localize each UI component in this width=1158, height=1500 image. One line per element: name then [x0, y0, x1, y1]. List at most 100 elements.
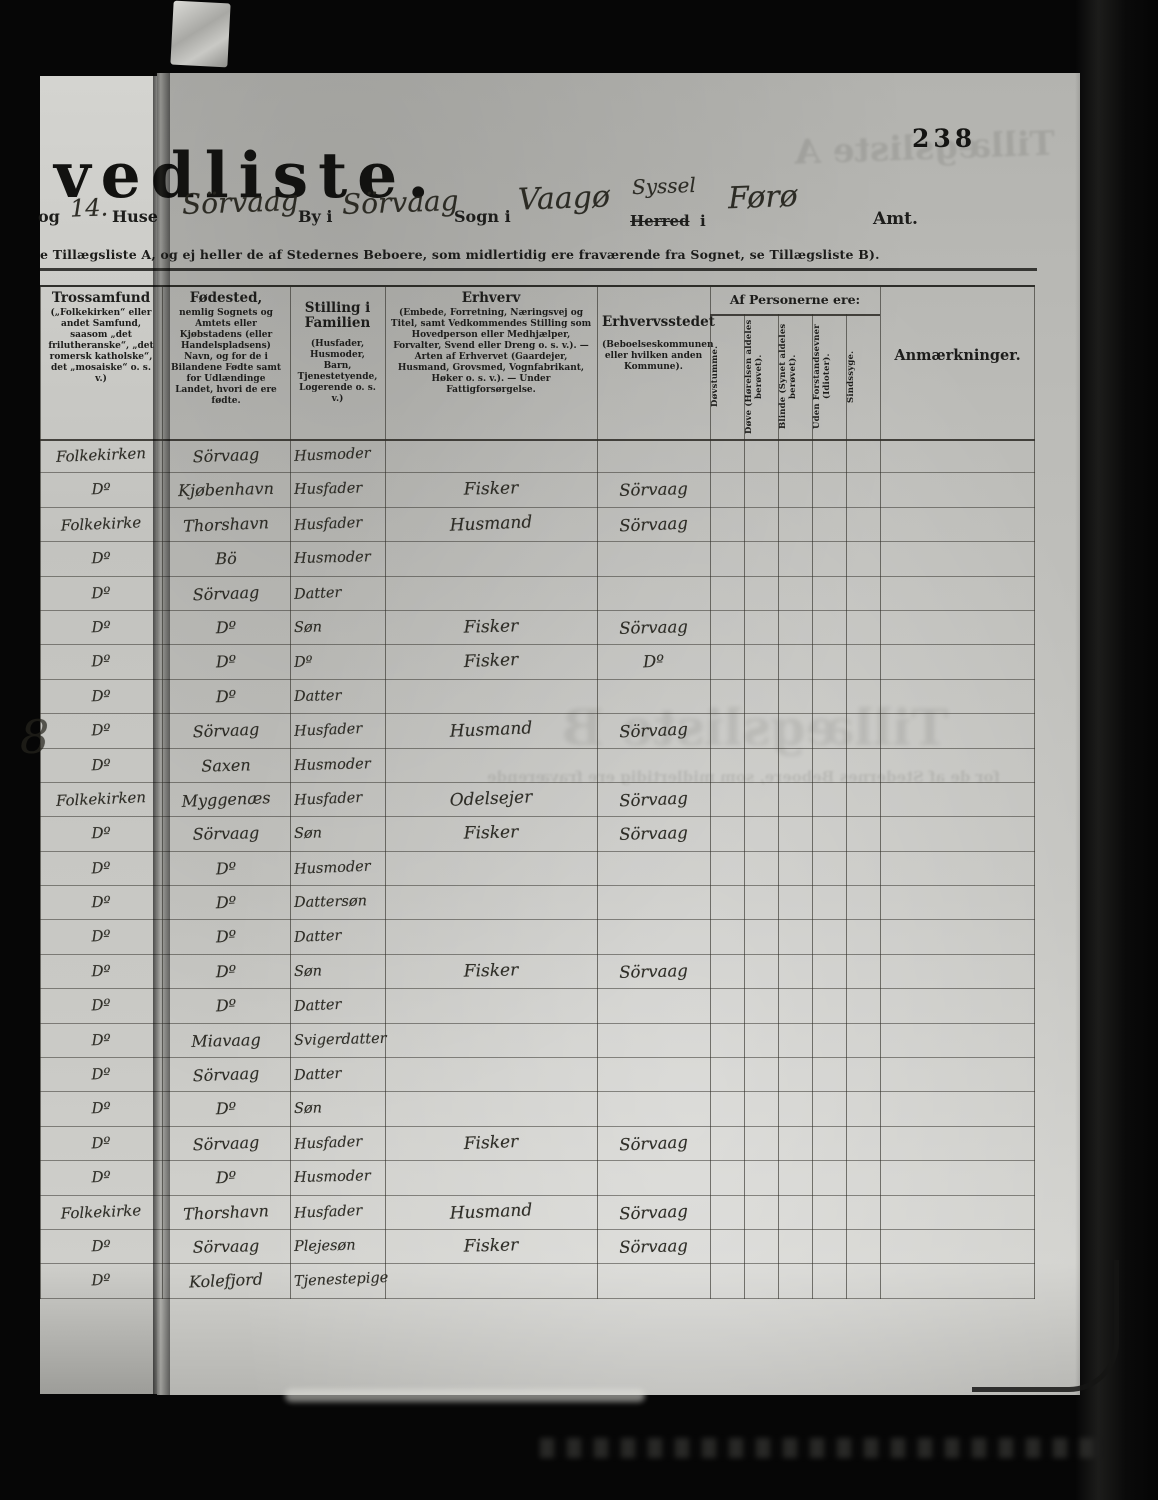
- column-subtitle: nemlig Sognets og Amtets eller Kjøbstade…: [170, 308, 282, 406]
- book-binding-shadow: [1075, 0, 1158, 1500]
- cell-erhverv: [384, 1054, 597, 1095]
- header-prefix: og: [38, 207, 60, 226]
- cell-erhvervssted: [597, 541, 711, 576]
- cell-erhvervssted: [596, 1056, 710, 1093]
- cell-fodested: Dº: [215, 1098, 237, 1119]
- table-grid-line: [744, 314, 745, 1299]
- cell-erhverv: Fisker: [463, 616, 519, 638]
- cell-stilling: Søn: [293, 619, 323, 637]
- column-header-anmaerkninger: Anmærkninger.: [894, 347, 1021, 364]
- census-table: Trossamfund („Folkekirken“ eller andet S…: [40, 285, 1035, 1299]
- cell-erhverv: Husmand: [449, 718, 533, 742]
- cell-erhvervssted: [596, 1262, 710, 1299]
- table-row: Dº Kjøbenhavn Husfader Fisker Sörvaag: [40, 473, 1035, 508]
- cell-erhvervssted: [597, 747, 711, 782]
- cell-fodested: Sörvaag: [192, 1235, 260, 1257]
- cell-erhverv: [384, 1260, 597, 1301]
- huse-label: Huse: [112, 207, 158, 226]
- table-row: Dº Dº Datter: [40, 920, 1035, 955]
- cell-trossamfund: Dº: [91, 892, 111, 912]
- cell-erhvervssted: [596, 849, 710, 886]
- table-grid-line: [880, 287, 881, 1299]
- cell-erhvervssted: [597, 1022, 711, 1057]
- cell-erhvervssted: Sörvaag: [618, 1200, 689, 1223]
- cell-erhverv: [385, 1159, 598, 1196]
- table-row: Dº Sörvaag Datter: [40, 577, 1035, 611]
- syssel-overwrite-handwritten: Syssel: [631, 172, 697, 200]
- cell-erhvervssted: [597, 1091, 711, 1126]
- table-row: Dº Dº Søn: [40, 1090, 1035, 1127]
- table-row: Dº Dº Søn Fisker Sörvaag: [40, 611, 1035, 646]
- table-row: Dº Sörvaag Husfader Fisker Sörvaag: [40, 1127, 1035, 1162]
- cell-stilling: Datter: [293, 584, 342, 603]
- column-subtitle: („Folkekirken“ eller andet Samfund, saas…: [48, 308, 154, 384]
- table-row: Dº Saxen Husmoder: [40, 749, 1035, 783]
- table-grid-line: [385, 287, 386, 1299]
- group-header-underline: [710, 314, 880, 316]
- cell-trossamfund: Dº: [91, 858, 111, 878]
- table-row: Dº Sörvaag Datter: [40, 1056, 1035, 1093]
- column-header-trossamfund: Trossamfund („Folkekirken“ eller andet S…: [40, 287, 162, 439]
- table-row: Dº Dº Datter: [40, 987, 1035, 1024]
- cell-fodested: Dº: [215, 1167, 237, 1187]
- column-header-erhverv: Erhverv (Embede, Forretning, Næringsvej …: [385, 287, 597, 439]
- cell-trossamfund: Dº: [91, 824, 111, 843]
- cell-stilling: Husfader: [293, 514, 363, 534]
- cell-trossamfund: Folkekirken: [55, 444, 147, 466]
- cell-erhverv: [384, 435, 597, 476]
- cell-erhverv: [385, 1090, 598, 1127]
- cell-fodested: Dº: [215, 617, 237, 637]
- cell-stilling: Søn: [293, 1100, 323, 1118]
- cell-erhverv: Fisker: [463, 478, 519, 501]
- cell-fodested: Dº: [215, 961, 237, 981]
- vertical-column-label: Uden Forstandsevner (Idioter).: [812, 324, 833, 429]
- cell-erhverv: [384, 847, 597, 888]
- cell-trossamfund: Dº: [91, 1133, 111, 1153]
- cell-fodested: Dº: [215, 926, 237, 947]
- table-grid-line: [290, 287, 291, 1299]
- cell-trossamfund: Dº: [91, 1236, 111, 1256]
- column-header-erhvervsstedet: Erhvervsstedet (Beboelseskommunen eller …: [597, 287, 715, 439]
- form-title-fragment: vedliste.: [54, 138, 440, 212]
- cell-stilling: Husmoder: [293, 549, 371, 568]
- table-row: Dº Sörvaag Plejesøn Fisker Sörvaag: [40, 1230, 1035, 1265]
- cell-trossamfund: Dº: [91, 1270, 111, 1290]
- cell-fodested: Bö: [215, 548, 237, 568]
- table-grid-line: [812, 314, 813, 1299]
- cell-stilling: Plejesøn: [293, 1237, 356, 1256]
- cell-stilling: Husmoder: [293, 445, 372, 465]
- cell-erhvervssted: Sörvaag: [618, 787, 689, 810]
- table-row: Dº Dº Dº Fisker Dº: [40, 645, 1035, 680]
- cell-erhvervssted: Sörvaag: [618, 512, 689, 535]
- by-label: By i: [298, 207, 333, 226]
- vertical-column-label: Døve (Hørelsen aldeles berøvet).: [744, 319, 765, 434]
- cell-trossamfund: Dº: [91, 1030, 111, 1049]
- page: [157, 73, 1080, 1395]
- cell-erhvervssted: [596, 437, 710, 474]
- vertical-column-label: Blinde (Synet aldeles berøvet).: [778, 323, 799, 430]
- cell-fodested: Saxen: [201, 754, 251, 775]
- margin-mark-handwritten: 8: [20, 710, 50, 764]
- cell-stilling: Husfader: [293, 721, 363, 740]
- table-grid-line: [597, 287, 598, 1299]
- column-subtitle: (Beboelseskommunen eller hvilken anden K…: [602, 340, 714, 372]
- cell-trossamfund: Dº: [91, 686, 111, 705]
- cell-erhvervssted: Sörvaag: [618, 479, 689, 500]
- cell-erhverv: Husmand: [449, 512, 533, 536]
- blurred-footer-text: [540, 1438, 1100, 1458]
- cell-trossamfund: Dº: [91, 927, 111, 946]
- page-left-strip: [40, 76, 157, 1394]
- cell-stilling: Søn: [293, 963, 323, 980]
- exposure-streak: [285, 1389, 645, 1402]
- herred-value-handwritten: Vaagø: [517, 179, 611, 218]
- cell-erhverv: Fisker: [463, 960, 519, 982]
- cell-stilling: Husmoder: [293, 858, 372, 878]
- cell-erhvervssted: Dº: [642, 651, 665, 672]
- cell-erhvervssted: Sörvaag: [618, 960, 689, 982]
- table-grid-line: [1034, 287, 1035, 1299]
- cell-fodested: Dº: [215, 651, 237, 672]
- cell-erhvervssted: [596, 987, 710, 1024]
- cell-erhverv: [385, 746, 598, 783]
- cell-fodested: Dº: [215, 857, 237, 878]
- cell-erhverv: Fisker: [463, 1235, 519, 1257]
